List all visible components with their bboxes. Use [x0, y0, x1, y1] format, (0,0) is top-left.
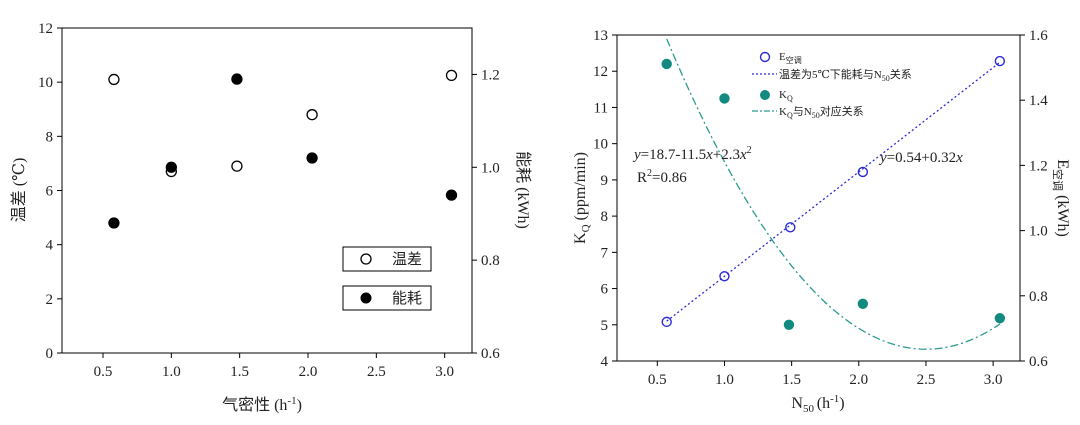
kq-point	[857, 298, 869, 309]
right-y-tick-label: 9	[601, 173, 609, 189]
annotation-r-squared: R2=0.86	[637, 168, 687, 186]
left-x-tick-label: 2.0	[299, 364, 318, 380]
left-y-tick-label: 10	[38, 75, 53, 91]
kq-point	[783, 319, 795, 330]
left-y2-axis-title: 能耗 (kWh)	[514, 151, 532, 229]
left-x-tick-label: 1.5	[230, 364, 249, 380]
wencha-point	[445, 69, 458, 82]
wencha-point	[231, 160, 243, 172]
left-y2-tick-label: 1.2	[481, 67, 500, 83]
right-y-tick-label: 6	[601, 282, 609, 298]
legend-label-e-kongtiao: E空调	[779, 51, 802, 65]
left-y2-tick-label: 0.8	[481, 253, 500, 269]
e-kongtiao-point	[994, 55, 1006, 67]
right-y2-tick-label: 1.0	[1029, 224, 1048, 240]
left-y-tick-label: 6	[46, 184, 54, 200]
legend-label-linear-fit: 温差为5℃下能耗与N50关系	[779, 67, 912, 83]
left-y-tick-label: 0	[46, 346, 54, 362]
left-y-tick-label: 4	[46, 238, 54, 254]
left-x-axis: 0.5 1.0 1.5 2.0 2.5 3.0	[94, 353, 454, 380]
legend-box-wencha	[342, 246, 432, 272]
quadratic-fit-curve	[666, 38, 1001, 350]
right-y-axis: 4 5 6 7 8 9 10 11 12 13	[593, 28, 617, 370]
left-y-tick-label: 8	[46, 129, 54, 145]
kq-point	[719, 93, 730, 104]
right-x-axis-title: N50 (h-1)	[791, 393, 844, 415]
left-x-tick-label: 3.0	[435, 364, 454, 380]
left-y-axis-title: 温差 (℃)	[10, 158, 28, 223]
right-y-tick-label: 10	[593, 137, 608, 153]
linear-fit-line	[666, 61, 1001, 322]
right-y2-tick-label: 1.6	[1029, 28, 1048, 44]
wencha-point	[306, 109, 318, 121]
legend-marker-nenghao	[360, 292, 372, 304]
kq-point	[994, 313, 1006, 324]
right-y2-tick-label: 1.2	[1029, 158, 1048, 174]
right-y-tick-label: 11	[594, 100, 608, 116]
left-y2-tick-label: 1.0	[481, 160, 500, 176]
wencha-point	[108, 73, 120, 86]
right-plot-frame	[616, 34, 1021, 362]
left-x-tick-label: 1.0	[162, 364, 181, 380]
legend-marker-wencha	[360, 253, 372, 265]
right-y-tick-label: 7	[601, 245, 609, 261]
right-y2-axis: 0.6 0.8 1.0 1.2 1.4 1.6	[1020, 28, 1048, 370]
legend-marker-kq	[760, 90, 770, 100]
right-y-axis-title: KQ (ppm/min)	[572, 152, 592, 244]
left-x-tick-label: 2.5	[367, 364, 386, 380]
right-y2-axis-title: E空调 (kWh)	[1051, 159, 1071, 237]
nenghao-point	[108, 217, 120, 229]
right-x-tick-label: 2.0	[849, 372, 868, 388]
left-data-points	[108, 69, 458, 229]
left-y-tick-label: 12	[38, 21, 53, 37]
right-data-points	[661, 55, 1006, 330]
nenghao-point	[165, 161, 177, 173]
nenghao-point	[231, 73, 243, 85]
e-kongtiao-point	[719, 271, 730, 282]
left-x-tick-label: 0.5	[94, 364, 113, 380]
right-x-tick-label: 3.0	[984, 372, 1003, 388]
legend-label-quadratic-fit: KQ与N50对应关系	[779, 104, 864, 120]
right-legend: E空调 温差为5℃下能耗与N50关系 KQ KQ与N50对应关系	[752, 51, 912, 120]
annotation-quadratic-equation: y=18.7-11.5x+2.3x2	[632, 145, 752, 163]
left-x-axis-title: 气密性 (h-1)	[222, 395, 302, 414]
e-kongtiao-point	[857, 166, 869, 178]
left-chart: 0 2 4 6 8 10 12 0.6 0.8 1.0 1.2 0.5 1.0 1.5 2.0 2.5 3.…	[10, 21, 532, 414]
right-y-tick-label: 5	[601, 318, 609, 334]
left-y2-tick-label: 0.6	[481, 346, 500, 362]
left-legend: 温差 能耗	[342, 246, 432, 311]
right-y2-tick-label: 1.4	[1029, 93, 1048, 109]
legend-marker-e-kongtiao	[759, 51, 771, 63]
left-y-axis: 0 2 4 6 8 10 12	[38, 21, 62, 362]
left-y2-axis: 0.6 0.8 1.0 1.2	[472, 67, 500, 362]
e-kongtiao-point	[661, 316, 672, 328]
nenghao-point	[306, 152, 318, 164]
right-x-tick-label: 1.0	[715, 372, 734, 388]
right-x-axis: 0.5 1.0 1.5 2.0 2.5 3.0	[648, 361, 1003, 388]
annotation-linear-equation: y=0.54+0.32x	[878, 150, 963, 166]
right-chart: 4 5 6 7 8 9 10 11 12 13 0.6 0.8 1.0 1.2 1.4 1.6 0.5 1.0…	[572, 28, 1071, 415]
right-x-tick-label: 2.5	[917, 372, 936, 388]
right-y2-tick-label: 0.8	[1029, 289, 1048, 305]
right-y2-tick-label: 0.6	[1029, 354, 1048, 370]
right-x-tick-label: 1.5	[782, 372, 801, 388]
e-kongtiao-point	[785, 222, 796, 233]
legend-label-wencha: 温差	[392, 251, 422, 268]
right-y-tick-label: 12	[593, 64, 608, 80]
right-y-tick-label: 8	[601, 209, 609, 225]
legend-label-nenghao: 能耗	[392, 290, 422, 307]
right-y-tick-label: 13	[593, 28, 608, 44]
right-x-tick-label: 0.5	[648, 372, 667, 388]
nenghao-point	[445, 189, 458, 201]
kq-point	[661, 58, 672, 70]
legend-label-kq: KQ	[779, 89, 793, 103]
right-y-tick-label: 4	[601, 354, 609, 370]
left-y-tick-label: 2	[46, 292, 54, 308]
legend-box-nenghao	[342, 285, 432, 311]
